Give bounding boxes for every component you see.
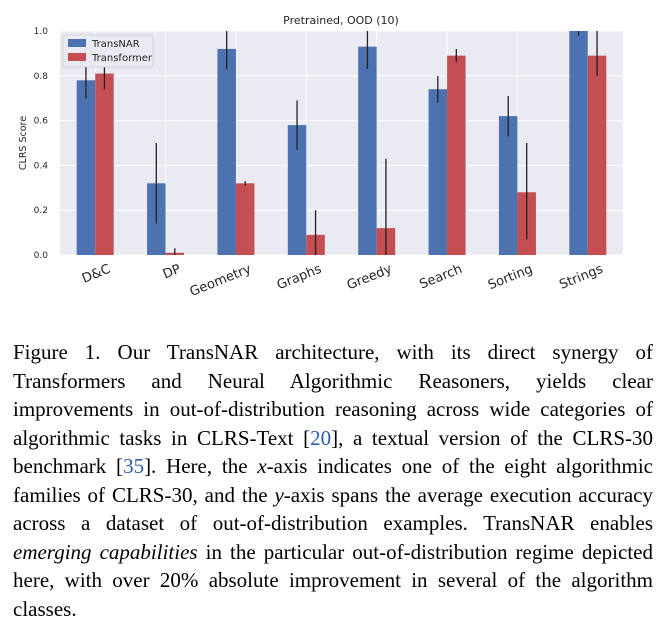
caption-text: Our TransNAR architecture, with its dire… bbox=[13, 340, 654, 450]
citation-link[interactable]: 35 bbox=[123, 454, 145, 478]
bar-transnar-graphs bbox=[287, 125, 307, 255]
y-tick-label: 0.8 bbox=[34, 72, 49, 82]
x-tick-label: D&C bbox=[80, 262, 113, 287]
math-y: y bbox=[274, 482, 284, 507]
legend-label-transformer: Transformer bbox=[91, 53, 153, 64]
y-tick-label: 0.2 bbox=[34, 206, 48, 216]
y-tick-label: 0.6 bbox=[34, 117, 49, 127]
caption-label: Figure 1. bbox=[13, 340, 101, 364]
caption-text: in the particular out-of-distribution re… bbox=[13, 539, 653, 621]
legend-label-transnar: TransNAR bbox=[91, 39, 140, 50]
bar-transnar-dc bbox=[76, 80, 96, 255]
y-tick-label: 1.0 bbox=[34, 27, 49, 37]
y-tick-label: 0.0 bbox=[34, 251, 49, 261]
caption-text: ], a textual version of the CLRS-30 benc… bbox=[13, 425, 653, 479]
x-tick-label: Sorting bbox=[486, 262, 535, 293]
math-x: x bbox=[257, 454, 267, 478]
error-bars bbox=[85, 31, 598, 255]
bar-transnar-sorting bbox=[498, 116, 518, 256]
x-tick-label: Greedy bbox=[345, 262, 395, 294]
y-axis-label: CLRS Score bbox=[18, 116, 29, 170]
x-tick-label: Geometry bbox=[188, 262, 254, 300]
x-tick-label: Graphs bbox=[275, 262, 324, 293]
legend-swatch-transnar bbox=[68, 39, 86, 47]
x-tick-label: DP bbox=[161, 262, 183, 283]
x-tick-label: Search bbox=[418, 262, 465, 293]
bar-transformer-dc bbox=[95, 73, 114, 255]
y-tick-label: 0.4 bbox=[34, 161, 49, 171]
legend-swatch-transformer bbox=[68, 53, 86, 61]
bar-transnar-geometry bbox=[217, 48, 236, 255]
chart-title: Pretrained, OOD (10) bbox=[283, 14, 399, 27]
bar-transnar-search bbox=[428, 89, 448, 256]
bar-chart: 0.0 0.2 0.4 0.6 0.8 1.0 D&C DP Geometry Graphs Gr… bbox=[18, 14, 623, 300]
chart-figure: 0.0 0.2 0.4 0.6 0.8 1.0 D&C DP Geometry Graphs Gr… bbox=[18, 14, 623, 300]
bar-transformer-geometry bbox=[235, 183, 255, 255]
caption-emphasis: emerging capabilities bbox=[13, 539, 198, 564]
bar-transformer-strings bbox=[587, 55, 607, 255]
x-tick-label: Strings bbox=[557, 262, 605, 293]
y-tick-labels: 0.0 0.2 0.4 0.6 0.8 1.0 bbox=[34, 27, 49, 261]
caption-text: -axis indicates one of the eight algorit… bbox=[13, 454, 653, 507]
bar-transformer-search bbox=[447, 55, 466, 255]
citation-link[interactable]: 20 bbox=[310, 425, 332, 450]
caption-text: -axis spans the average execution accura… bbox=[13, 482, 653, 536]
bar-transnar-greedy bbox=[358, 46, 377, 256]
bars bbox=[76, 31, 607, 256]
legend: TransNAR Transformer bbox=[62, 34, 154, 68]
figure-caption: Figure 1. Our TransNAR architecture, wit… bbox=[13, 338, 653, 623]
x-tick-labels: D&C DP Geometry Graphs Greedy Search Sorting St… bbox=[80, 262, 606, 300]
bar-transnar-strings bbox=[569, 31, 588, 255]
caption-text: ]. Here, the bbox=[144, 454, 258, 478]
